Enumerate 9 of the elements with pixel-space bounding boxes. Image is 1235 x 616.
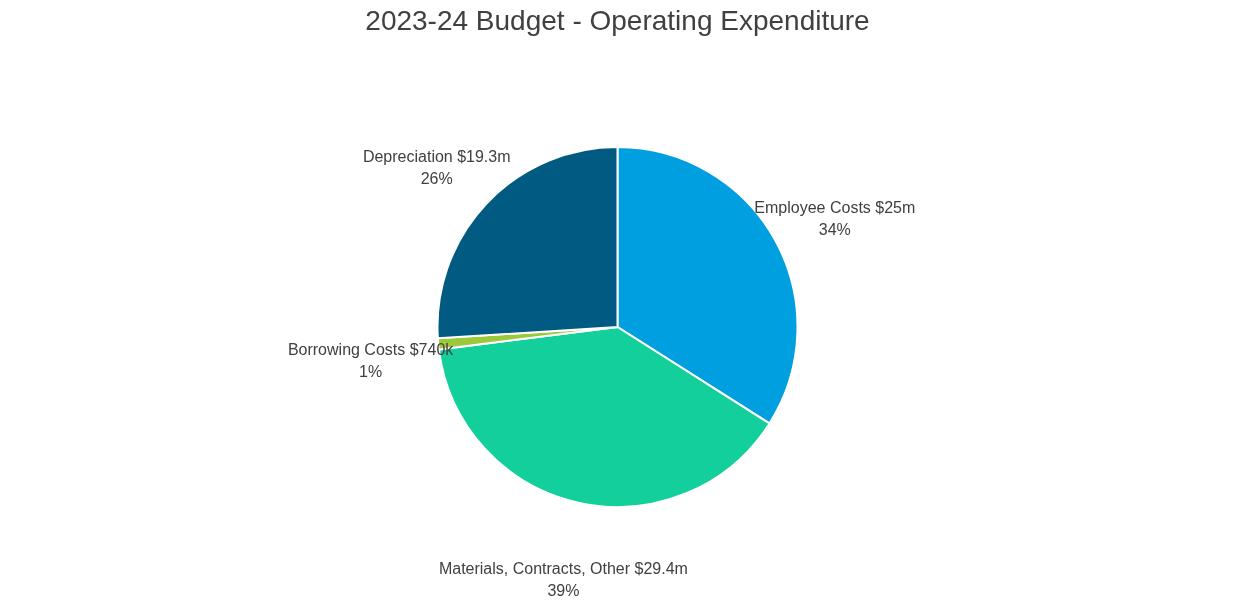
data-label: 26% [420,170,453,188]
data-label: 1% [359,363,383,381]
slice-label: Materials, Contracts, Other $29.4m [438,560,688,578]
data-label: 34% [818,220,851,238]
data-label: 39% [547,582,580,600]
slice-label: Depreciation $19.3m [362,148,511,166]
slice-label: Employee Costs $25m [754,198,916,216]
slice-label: Borrowing Costs $740k [287,341,455,359]
chart-title: 2023-24 Budget - Operating Expenditure [365,5,870,36]
